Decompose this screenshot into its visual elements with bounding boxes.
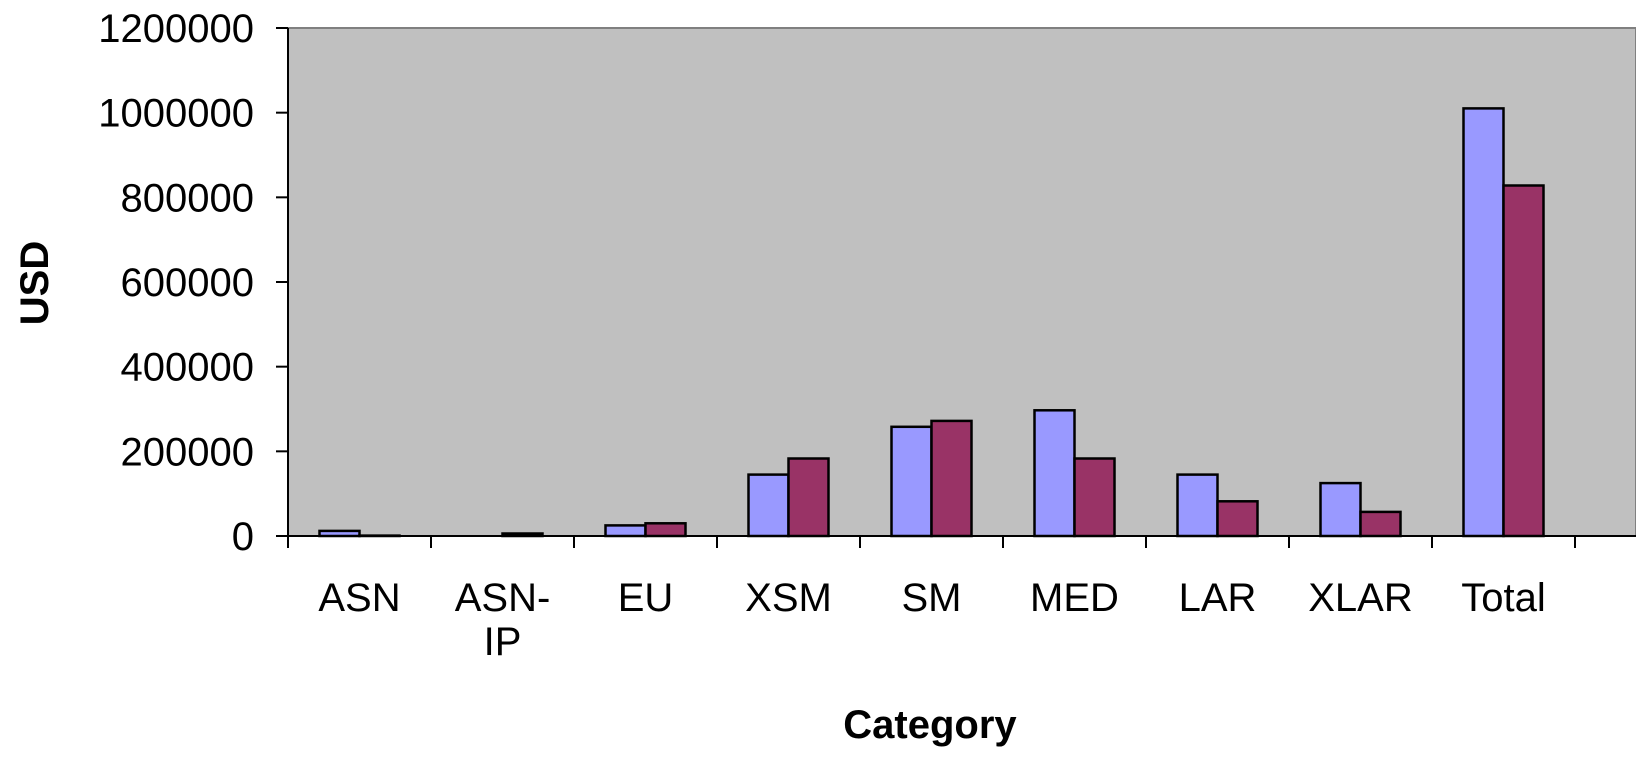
x-tick-label: Total (1461, 576, 1546, 620)
x-axis-title: Category (843, 703, 1017, 747)
x-tick-label: XSM (745, 576, 832, 620)
y-tick-label: 200000 (121, 430, 254, 474)
x-tick-label: LAR (1179, 576, 1257, 620)
y-tick-labels: 0 200000 400000 600000 800000 1000000 1200000 (98, 7, 254, 559)
x-tick-label: MED (1030, 576, 1119, 620)
bar-s2-xsm (787, 457, 830, 538)
bar-s2-eu (644, 522, 687, 538)
bar-s2-total (1502, 184, 1545, 538)
bar-s1-med (1033, 409, 1076, 538)
x-tick-label: SM (902, 576, 962, 620)
bar-s2-lar (1216, 500, 1259, 538)
x-tick-label: EU (618, 576, 674, 620)
y-tick-label: 1200000 (98, 7, 254, 51)
bar-s1-sm (890, 425, 933, 538)
y-tick-label: 1000000 (98, 92, 254, 136)
axes-group (276, 27, 1636, 548)
bar-s1-xlar (1319, 481, 1362, 538)
bar-s1-total (1462, 107, 1505, 538)
y-tick-label: 0 (232, 515, 254, 559)
bar-s1-eu (604, 524, 647, 538)
bar-s2-med (1073, 457, 1116, 538)
bar-s1-lar (1176, 473, 1219, 538)
x-tick-label: ASN (318, 576, 400, 620)
x-tick-label: XLAR (1308, 576, 1413, 620)
bar-s2-xlar (1359, 510, 1402, 538)
bar-s2-sm (930, 419, 973, 538)
x-tick-label: ASN-IP (455, 576, 551, 664)
y-axis-title: USD (13, 241, 57, 325)
x-tick-labels: ASN ASN-IP EU XSM SM MED LAR XLAR Total (318, 576, 1545, 664)
y-tick-label: 600000 (121, 261, 254, 305)
bar-s1-xsm (747, 473, 790, 538)
y-tick-label: 800000 (121, 176, 254, 220)
y-tick-label: 400000 (121, 346, 254, 390)
bars-group (318, 107, 1545, 538)
